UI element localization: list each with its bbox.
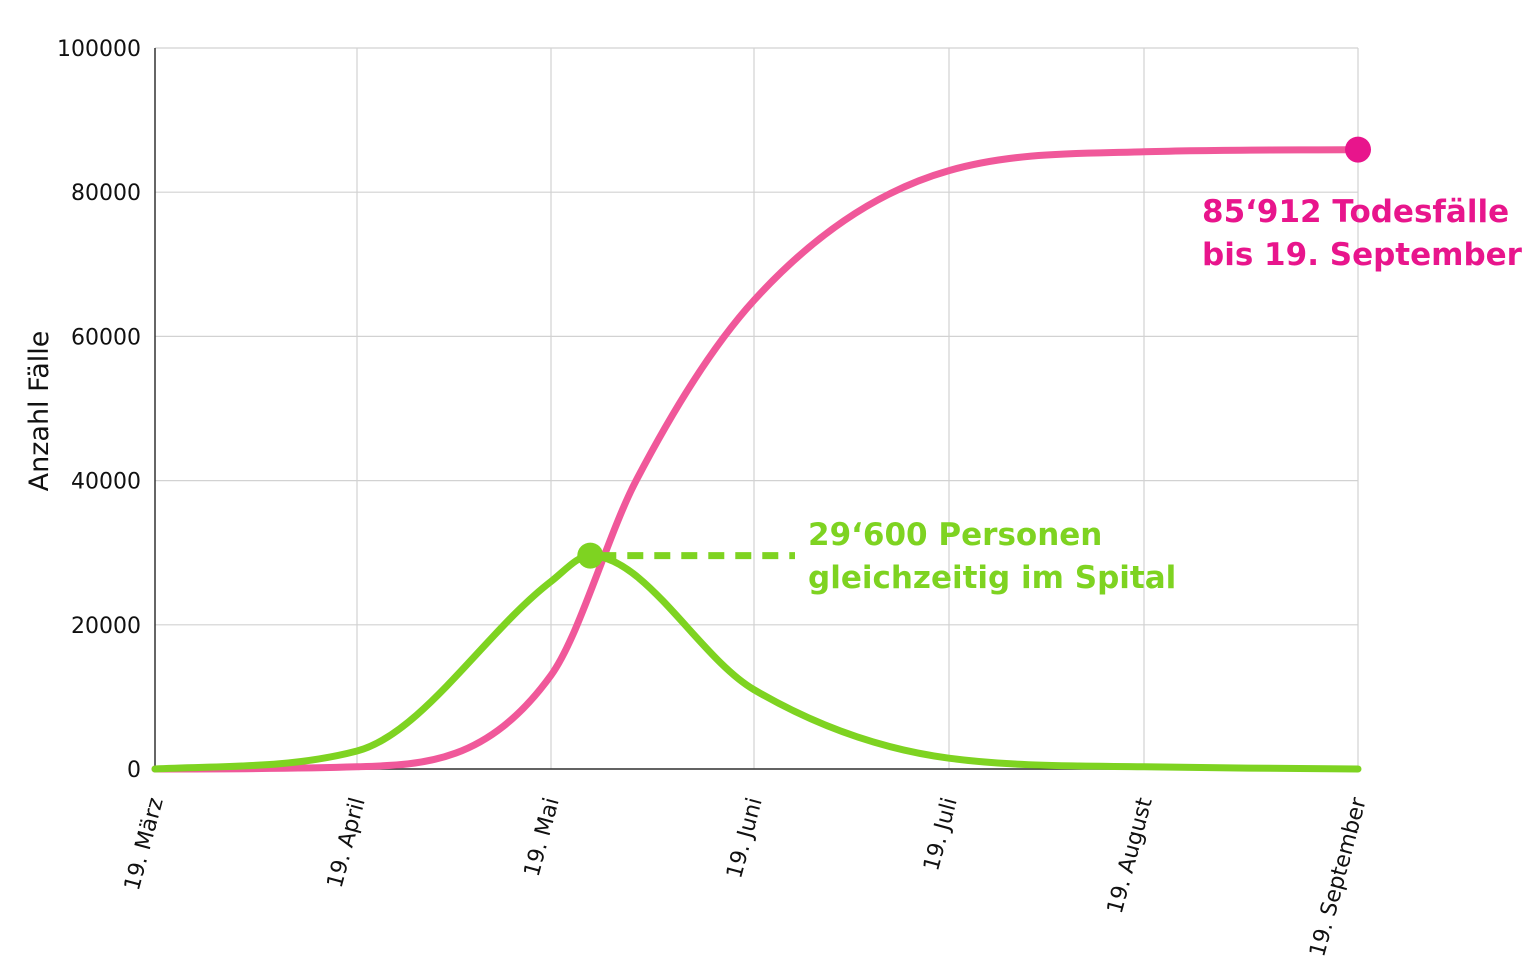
series-lines [151, 146, 1362, 773]
series-line-1 [151, 146, 1362, 773]
annotation-markers [577, 136, 1371, 569]
annotation-marker-1 [1345, 136, 1371, 163]
x-tick-label: 19. Juni [722, 795, 767, 881]
annotation-text-1-line-1: 85‘912 Todesfälle [1202, 194, 1509, 230]
annotation-text-1-line-2: bis 19. September [1202, 237, 1523, 273]
y-tick-label: 60000 [71, 325, 141, 350]
x-tick-label: 19. Juli [919, 795, 962, 874]
y-tick-label: 20000 [71, 614, 141, 639]
x-tick-label: 19. März [120, 795, 169, 893]
axes [154, 48, 1358, 770]
y-tick-label: 100000 [57, 37, 141, 62]
x-tick-label: 19. August [1103, 795, 1158, 917]
x-tick-label: 19. April [323, 795, 371, 891]
series-line-2 [151, 552, 1362, 773]
y-tick-label: 40000 [71, 470, 141, 495]
annotations: 85‘912 Todesfälle bis 19. September 29‘600… [808, 194, 1523, 596]
y-axis-title: Anzahl Fälle [24, 331, 55, 492]
grid [155, 47, 1359, 770]
annotation-text-2-line-1: 29‘600 Personen [808, 517, 1102, 553]
x-tick-label: 19. September [1305, 794, 1372, 959]
x-tick-labels: 19. März 19. April 19. Mai 19. Juni 19. Juli… [120, 794, 1372, 959]
y-tick-label: 0 [127, 758, 141, 783]
x-tick-label: 19. Mai [520, 795, 565, 879]
y-tick-labels: 0 20000 40000 60000 80000 100000 [57, 37, 141, 783]
y-tick-label: 80000 [71, 181, 141, 206]
annotation-marker-2 [577, 542, 604, 569]
annotation-text-2-line-2: gleichzeitig im Spital [808, 560, 1176, 596]
